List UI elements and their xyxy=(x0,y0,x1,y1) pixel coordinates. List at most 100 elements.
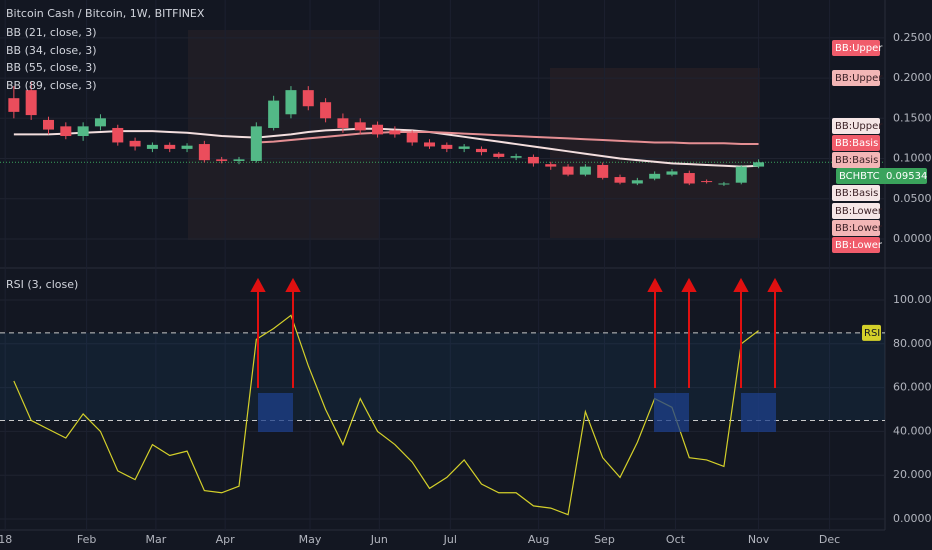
candle-body xyxy=(146,144,158,149)
price-label-bg xyxy=(832,40,880,56)
x-tick-label: Jul xyxy=(443,533,457,546)
candle-body xyxy=(94,118,106,127)
candle-body xyxy=(545,164,557,167)
indicator-legend: BB (34, close, 3) xyxy=(6,44,97,57)
price-label-bg xyxy=(836,168,927,184)
candle-body xyxy=(302,90,314,107)
x-tick-label: Apr xyxy=(216,533,236,546)
price-label-bg xyxy=(832,185,880,201)
candle-body xyxy=(614,177,626,183)
x-tick-label: Feb xyxy=(77,533,96,546)
rsi-title: RSI (3, close) xyxy=(6,278,78,291)
candle-body xyxy=(129,140,141,147)
rsi-line xyxy=(13,314,759,516)
candle-body xyxy=(424,142,436,147)
y-tick-label: 40.0000 xyxy=(893,424,932,437)
candle-body xyxy=(441,144,453,149)
candle-body xyxy=(181,145,193,149)
candle-body xyxy=(216,159,228,161)
indicator-legend: BB (89, close, 3) xyxy=(6,79,97,92)
candle-body xyxy=(527,156,539,164)
price-label-bg xyxy=(832,118,880,134)
y-tick-label: 100.0000 xyxy=(893,293,932,306)
x-tick-label: Aug xyxy=(528,533,549,546)
x-tick-label: Jun xyxy=(370,533,388,546)
x-tick-label: Sep xyxy=(594,533,615,546)
price-label: BB:Upper xyxy=(835,43,883,54)
candle-body xyxy=(60,126,72,137)
chart-title: Bitcoin Cash / Bitcoin, 1W, BITFINEX xyxy=(6,7,205,20)
x-tick-label: Oct xyxy=(666,533,686,546)
price-label: BB:Upper xyxy=(835,73,883,84)
candle-body xyxy=(579,166,591,175)
candle-body xyxy=(718,183,730,185)
highlight-box xyxy=(741,393,776,432)
candle-body xyxy=(493,153,505,157)
candle-body xyxy=(42,119,54,130)
price-label-bg xyxy=(832,70,880,86)
candle-body xyxy=(510,156,522,158)
price-label: BB:Lower xyxy=(835,240,883,251)
candle-body xyxy=(753,162,765,167)
arrow-head xyxy=(767,277,783,292)
candle-body xyxy=(268,100,280,128)
rsi-label: RSI xyxy=(864,328,880,339)
price-label-bg xyxy=(832,135,880,151)
x-tick-label: 18 xyxy=(0,533,12,546)
highlight-box xyxy=(258,393,293,432)
price-label: BB:Basis xyxy=(835,188,878,199)
candle-body xyxy=(112,127,124,143)
last-price-label: 0.09534 xyxy=(886,171,927,182)
arrow-head xyxy=(733,277,749,292)
arrow-head xyxy=(681,277,697,292)
candle-body xyxy=(458,146,470,149)
price-label: BB:Basis xyxy=(835,155,878,166)
price-label: BB:Upper xyxy=(835,121,883,132)
arrow-head xyxy=(250,277,266,292)
candle-body xyxy=(25,90,37,116)
price-label: BCHBTC xyxy=(839,171,880,182)
candle-body xyxy=(164,144,176,149)
candle-body xyxy=(562,166,574,175)
price-label-bg xyxy=(832,152,880,168)
candle-body xyxy=(77,126,89,137)
candle-body xyxy=(649,173,661,179)
candle-body xyxy=(354,122,366,131)
candle-body xyxy=(597,164,609,178)
arrow-head xyxy=(647,277,663,292)
annotations xyxy=(250,277,783,432)
price-label: BB:Basis xyxy=(835,138,878,149)
candle-body xyxy=(735,166,747,183)
bb-basis-line xyxy=(256,130,759,146)
candle-body xyxy=(666,171,678,175)
price-label-bg xyxy=(832,203,880,219)
bb-basis-line xyxy=(13,127,759,168)
candle-body xyxy=(631,180,643,184)
indicator-legend: BB (55, close, 3) xyxy=(6,61,97,74)
candle-body xyxy=(372,124,384,135)
highlight-box xyxy=(654,393,689,432)
candle-body xyxy=(8,98,20,112)
candle-body xyxy=(683,173,695,184)
x-tick-label: Dec xyxy=(819,533,840,546)
candle-body xyxy=(389,130,401,135)
y-tick-label: 20.0000 xyxy=(893,468,932,481)
y-tick-label: 80.0000 xyxy=(893,337,932,350)
y-tick-label: 0.0000 xyxy=(893,512,932,525)
candle-body xyxy=(320,102,332,119)
candle-body xyxy=(250,126,262,161)
price-label-bg xyxy=(832,237,880,253)
x-tick-label: Nov xyxy=(748,533,770,546)
price-label: BB:Lower xyxy=(835,206,883,217)
candle-body xyxy=(701,181,713,183)
rsi-band xyxy=(0,332,885,421)
indicator-legend: BB (21, close, 3) xyxy=(6,26,97,39)
